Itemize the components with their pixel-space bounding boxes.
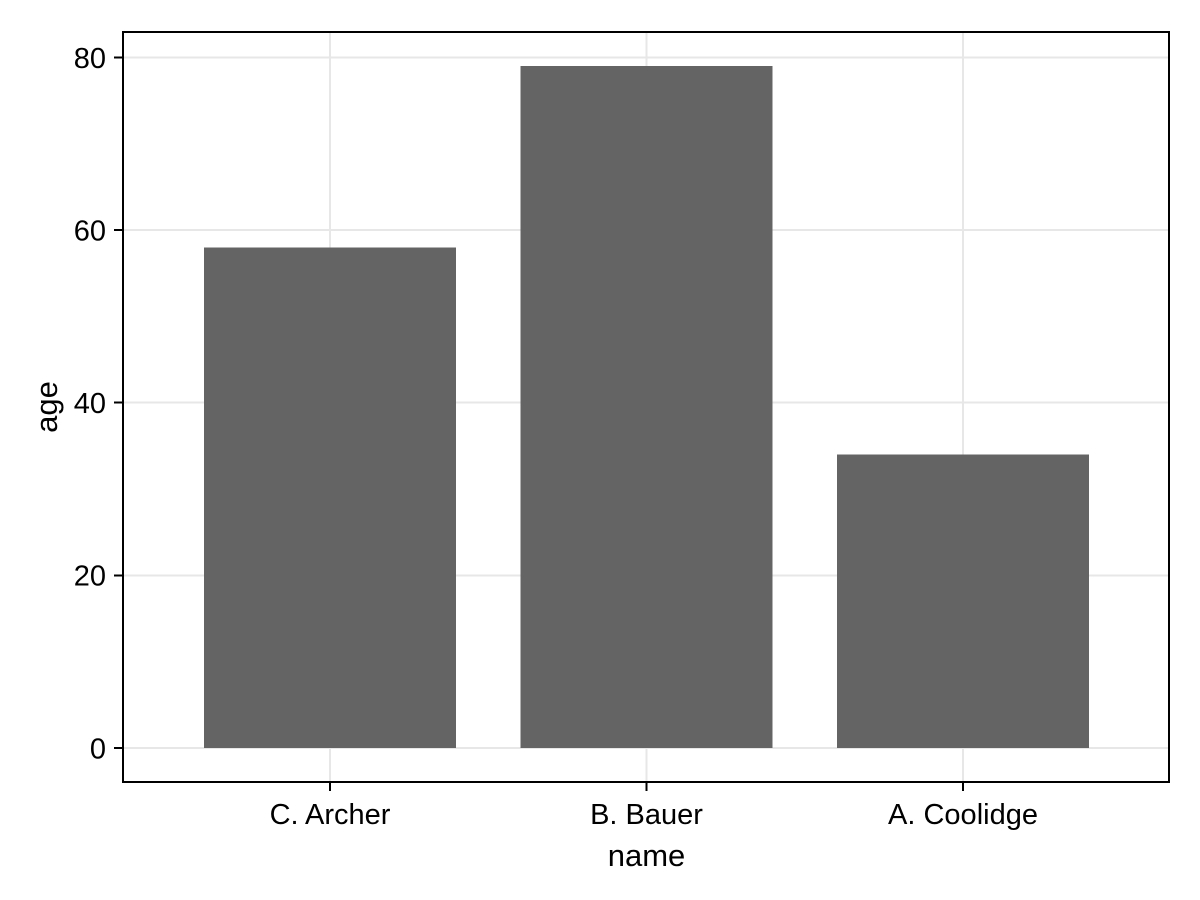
x-tick-label: A. Coolidge [888, 799, 1038, 831]
y-tick-label: 60 [74, 216, 106, 248]
y-tick-label: 0 [90, 733, 106, 765]
bar [837, 454, 1089, 748]
x-tick-label: B. Bauer [590, 799, 703, 831]
y-tick-labels: 0 20 40 60 80 [74, 43, 106, 765]
axis-tick-marks [114, 56, 964, 791]
y-tick-label: 20 [74, 561, 106, 593]
bar [204, 247, 456, 748]
y-tick-label: 40 [74, 388, 106, 420]
x-tick-label: C. Archer [270, 799, 391, 831]
x-axis-title: name [608, 838, 686, 873]
bar [520, 66, 773, 748]
x-tick-labels: C. Archer B. Bauer A. Coolidge [270, 799, 1038, 831]
bars [204, 66, 1089, 748]
y-axis-title: age [29, 381, 64, 433]
y-tick-label: 80 [74, 43, 106, 75]
